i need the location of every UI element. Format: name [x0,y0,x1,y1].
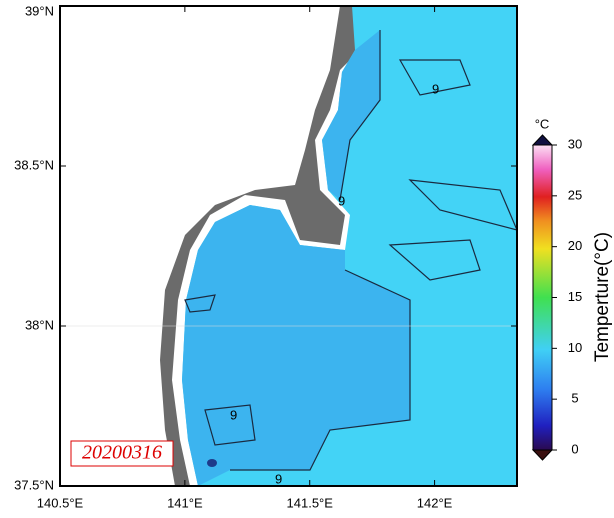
map-area [60,6,517,486]
sea-blue-strip [322,30,380,200]
contour [398,59,471,96]
lon-tick-label: 142°E [417,495,453,510]
contour [204,404,256,446]
date-label: 20200316 [82,442,162,464]
lat-tick-label: 37.5°N [14,477,54,492]
colorbar-cap [531,134,554,146]
contour [184,294,216,313]
contour-label: 9 [275,471,282,486]
colorbar-cap [531,449,554,461]
contour-label: 9 [338,193,345,208]
colorbar-tick-label: 25 [568,187,582,202]
lat-tick-label: 39°N [25,3,54,18]
date-box [70,440,174,467]
contour [339,30,381,201]
contour [230,269,411,471]
colorbar-unit: °C [535,116,550,131]
contour-label: 9 [230,407,237,422]
map-frame [59,5,518,487]
colorbar-tick-label: 20 [568,238,582,253]
lat-tick-label: 38.5°N [14,157,54,172]
cold-spot [207,459,217,467]
colorbar: °C Temperture(°C) [535,116,613,362]
colorbar-tick-label: 5 [571,391,578,406]
coastline [160,6,362,486]
colorbar-label: Temperture(°C) [592,232,613,362]
colorbar-tick-label: 0 [571,441,578,456]
contour [408,179,517,231]
colorbar-tick-label: 15 [568,289,582,304]
contour-label: 9 [432,81,439,96]
lat-tick-label: 38°N [25,317,54,332]
colorbar-tick-label: 10 [568,340,582,355]
contour [388,239,481,281]
lon-tick-label: 141.5°E [287,495,334,510]
colorbar-tick-label: 30 [568,136,582,151]
lon-tick-label: 140.5°E [37,495,84,510]
sea-blue [182,205,410,486]
lon-tick-label: 141°E [167,495,203,510]
colorbar-scale [532,144,553,451]
